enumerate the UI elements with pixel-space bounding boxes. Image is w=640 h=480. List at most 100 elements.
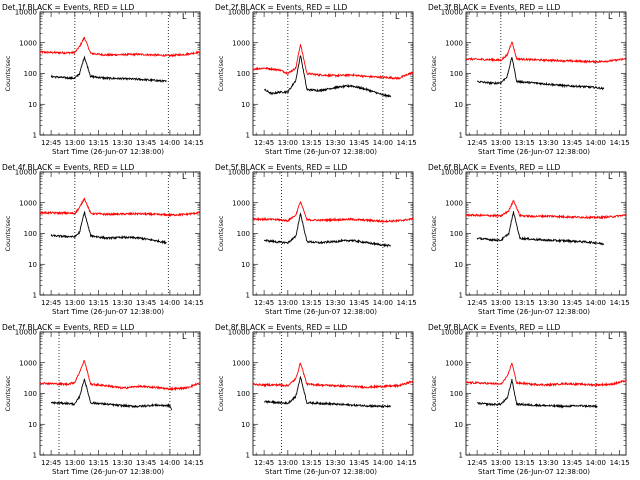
panel-1-plot-frame: [39, 11, 201, 136]
panel-3-lld-series-line: [465, 41, 627, 64]
panel-3-plot-frame: [465, 11, 627, 136]
panel-5-xtick-label: 13:00: [278, 299, 298, 307]
panel-2: Det 2f BLACK = Events, RED = LLD 1 10 100 10…: [215, 3, 417, 156]
panel-2-lld-series-line: [252, 44, 414, 81]
panel-8-ytick-label: 100: [237, 390, 250, 398]
panel-3-events-series-line: [477, 57, 605, 91]
panel-2-ytick-label: 10: [241, 101, 250, 109]
panel-4-events-series-line: [50, 210, 167, 245]
panel-3-l-marker: L: [608, 12, 613, 21]
panel-3-xtick-label: 14:00: [586, 139, 606, 147]
panel-1-ytick-label: 10000: [15, 9, 37, 17]
panel-3-ytick-label: 1000: [445, 39, 463, 47]
panel-6-y-axis-label: Counts/sec: [430, 215, 438, 251]
panel-8-xtick-label: 13:30: [325, 459, 345, 467]
panel-5-x-axis-label: Start Time (26-Jun-07 12:38:00): [265, 308, 377, 316]
panel-1-ytick-label: 100: [24, 70, 37, 78]
panel-7-lld-series-line: [39, 359, 201, 392]
panel-4-xtick-label: 13:15: [89, 299, 109, 307]
panel-8-ytick-label: 1000: [232, 359, 250, 367]
panel-2-x-axis-label: Start Time (26-Jun-07 12:38:00): [265, 148, 377, 156]
panel-5-xtick-label: 14:15: [397, 299, 417, 307]
panel-2-title: Det 2f BLACK = Events, RED = LLD: [215, 3, 348, 12]
panel-8-events-series-line: [263, 375, 392, 409]
panel-5-lld-series-line: [252, 201, 414, 224]
panel-4: Det 4f BLACK = Events, RED = LLD 1 10 100 10…: [2, 163, 204, 316]
panel-3-ytick-label: 1: [459, 132, 463, 140]
panel-3-xtick-label: 12:45: [467, 139, 487, 147]
panel-8-x-axis-label: Start Time (26-Jun-07 12:38:00): [265, 468, 377, 476]
panel-2-y-axis-label: Counts/sec: [217, 55, 225, 91]
panel-6-xtick-label: 13:15: [515, 299, 535, 307]
panel-5: Det 5f BLACK = Events, RED = LLD 1 10 100 10…: [215, 163, 417, 316]
panel-1-xtick-label: 13:15: [89, 139, 109, 147]
panel-9-xtick-label: 13:45: [562, 459, 582, 467]
panel-4-xtick-label: 13:00: [65, 299, 85, 307]
panel-8-y-axis-label: Counts/sec: [217, 375, 225, 411]
panel-3-title: Det 3f BLACK = Events, RED = LLD: [428, 3, 561, 12]
panel-8-xtick-label: 13:15: [302, 459, 322, 467]
panel-2-events-series-line: [263, 55, 392, 99]
panel-9-y-axis-label: Counts/sec: [430, 375, 438, 411]
panel-9: Det 9f BLACK = Events, RED = LLD 1 10 100 10…: [428, 323, 630, 476]
panel-7-ytick-label: 10: [28, 421, 37, 429]
panel-1-xtick-label: 13:00: [65, 139, 85, 147]
panel-9-ytick-label: 100: [450, 390, 463, 398]
panel-4-ytick-label: 1: [33, 292, 37, 300]
panel-6-xtick-label: 14:00: [586, 299, 606, 307]
panel-1-events-series-line: [50, 55, 167, 83]
panel-9-xtick-label: 13:15: [515, 459, 535, 467]
panel-1-xtick-label: 14:15: [184, 139, 204, 147]
panel-5-ytick-label: 100: [237, 230, 250, 238]
panel-7-xtick-label: 13:45: [136, 459, 156, 467]
panel-6-title: Det 6f BLACK = Events, RED = LLD: [428, 163, 561, 172]
panel-8: Det 8f BLACK = Events, RED = LLD 1 10 100 10…: [215, 323, 417, 476]
panel-9-xtick-label: 12:45: [467, 459, 487, 467]
panel-6-xtick-label: 13:45: [562, 299, 582, 307]
panel-8-xtick-label: 14:00: [373, 459, 393, 467]
panel-8-l-marker: L: [395, 332, 400, 341]
panel-9-ytick-label: 10000: [441, 329, 463, 337]
panel-6-xtick-label: 12:45: [467, 299, 487, 307]
panel-5-y-axis-label: Counts/sec: [217, 215, 225, 251]
panel-9-title: Det 9f BLACK = Events, RED = LLD: [428, 323, 561, 332]
panel-9-xtick-label: 13:00: [491, 459, 511, 467]
panel-2-ytick-label: 100: [237, 70, 250, 78]
panel-2-xtick-label: 13:15: [302, 139, 322, 147]
panel-3-ytick-label: 10: [454, 101, 463, 109]
panel-8-lld-series-line: [252, 362, 414, 390]
panel-6-xtick-label: 13:00: [491, 299, 511, 307]
panel-6-ytick-label: 10000: [441, 169, 463, 177]
panel-8-plot-frame: [252, 331, 414, 456]
panel-6-ytick-label: 10: [454, 261, 463, 269]
panel-1-l-marker: L: [182, 12, 187, 21]
panel-5-xtick-label: 13:30: [325, 299, 345, 307]
panel-1-ytick-label: 1: [33, 132, 37, 140]
panel-7-ytick-label: 1: [33, 452, 37, 460]
panel-3-xtick-label: 14:15: [610, 139, 630, 147]
panel-5-xtick-label: 13:15: [302, 299, 322, 307]
panel-6-lld-series-line: [465, 199, 627, 220]
panel-5-l-marker: L: [395, 172, 400, 181]
panel-1-ytick-label: 1000: [19, 39, 37, 47]
panel-6-events-series-line: [476, 211, 605, 246]
panel-7: Det 7f BLACK = Events, RED = LLD 1 10 100 10…: [2, 323, 204, 476]
panel-4-title: Det 4f BLACK = Events, RED = LLD: [2, 163, 135, 172]
panel-7-x-axis-label: Start Time (26-Jun-07 12:38:00): [52, 468, 164, 476]
panel-8-xtick-label: 14:15: [397, 459, 417, 467]
panel-5-ytick-label: 1000: [232, 199, 250, 207]
panel-9-x-axis-label: Start Time (26-Jun-07 12:38:00): [478, 468, 590, 476]
panel-7-title: Det 7f BLACK = Events, RED = LLD: [2, 323, 135, 332]
panel-2-plot-frame: [252, 11, 414, 136]
panel-4-xtick-label: 13:45: [136, 299, 156, 307]
panel-6-plot-frame: [465, 171, 627, 296]
panel-9-lld-series-line: [465, 362, 627, 388]
panel-7-l-marker: L: [182, 332, 187, 341]
panel-9-l-marker: L: [608, 332, 613, 341]
panel-2-ytick-label: 10000: [228, 9, 250, 17]
panel-7-y-axis-label: Counts/sec: [4, 375, 12, 411]
panel-3: Det 3f BLACK = Events, RED = LLD 1 10 100 10…: [428, 3, 630, 156]
panel-8-ytick-label: 1: [246, 452, 250, 460]
panel-5-xtick-label: 14:00: [373, 299, 393, 307]
panel-1-y-axis-label: Counts/sec: [4, 55, 12, 91]
